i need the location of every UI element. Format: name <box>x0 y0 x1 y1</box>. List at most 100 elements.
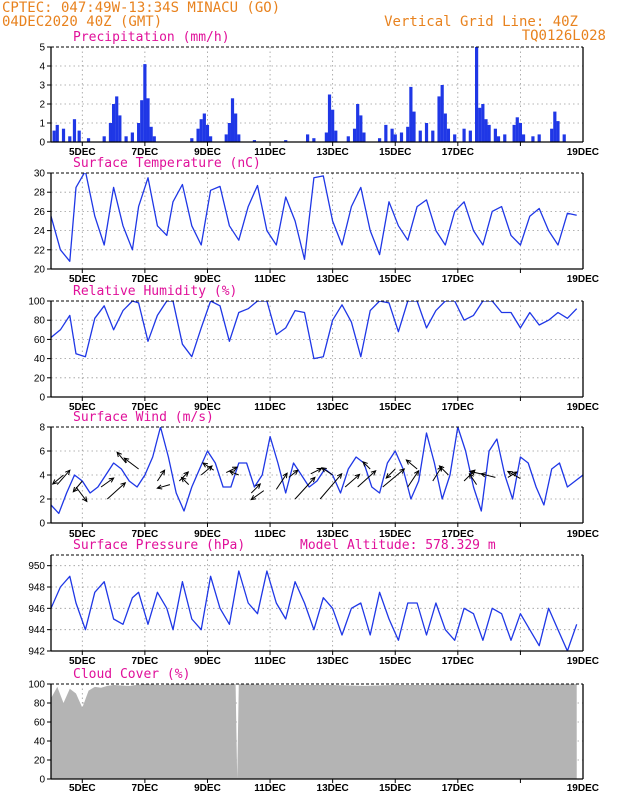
precip-bar <box>118 115 122 142</box>
wind-arrow <box>52 474 64 485</box>
pressure-title: Surface Pressure (hPa) <box>73 538 245 553</box>
precip-bar <box>468 130 472 142</box>
precip-bar <box>306 134 310 142</box>
wind-arrow <box>321 467 333 476</box>
wind-xtick-label: 13DEC <box>317 529 349 540</box>
wind-arrow-head <box>120 482 127 488</box>
cloud-xtick-label: 7DEC <box>132 783 159 794</box>
precip-bar <box>312 138 316 142</box>
wind-arrow-head <box>123 457 130 463</box>
wind-series-line <box>51 427 583 515</box>
precip-bar <box>462 128 466 142</box>
precip-bar <box>72 119 77 142</box>
precip-bar <box>86 138 91 142</box>
precip-bar <box>68 136 72 142</box>
pressure-plot <box>51 570 578 651</box>
cloud-xtick-label: 9DEC <box>194 783 221 794</box>
wind-arrow-head <box>228 470 235 476</box>
wind-arrow-head <box>370 470 377 476</box>
wind-arrow <box>72 480 83 493</box>
precip-bar <box>481 104 485 142</box>
wind-xtick-label: 7DEC <box>132 529 159 540</box>
precip-ytick-label: 0 <box>39 138 45 149</box>
precip-bar <box>424 123 429 142</box>
temperature-xtick-label: 7DEC <box>132 274 159 285</box>
precip-bar <box>346 136 350 142</box>
wind-arrow-head <box>320 467 327 473</box>
precip-bar <box>149 126 153 142</box>
temperature-series-line <box>51 173 577 262</box>
precip-bar <box>77 130 81 142</box>
cloud-cover-area <box>51 684 577 779</box>
cloud-plot <box>51 684 577 779</box>
wind-arrow <box>385 468 396 479</box>
precip-ytick-label: 4 <box>39 62 45 73</box>
wind-arrow <box>362 461 371 470</box>
precip-bar <box>137 123 141 142</box>
temperature-ytick-label: 28 <box>34 188 46 199</box>
model-altitude-label: Model Altitude: 578.329 m <box>300 538 496 553</box>
wind-arrow-head <box>82 496 88 503</box>
humidity-panel: Relative Humidity (%) 0 20 40 60 80 100 5DEC 7DE… <box>28 284 599 413</box>
wind-ytick-label: 4 <box>39 471 45 482</box>
cloud-xtick-label: 13DEC <box>317 783 349 794</box>
wind-ytick-label: 6 <box>39 447 45 458</box>
wind-arrow <box>468 473 478 485</box>
precip-bar <box>230 98 235 142</box>
wind-arrow <box>319 473 343 500</box>
precip-bar <box>496 136 501 142</box>
precip-bar <box>130 132 134 142</box>
precip-bar <box>437 96 441 142</box>
precip-bar <box>52 130 56 142</box>
precip-bar <box>484 119 488 142</box>
wind-title: Surface Wind (m/s) <box>73 410 214 425</box>
wind-arrow <box>226 466 238 474</box>
cloud-xtick-label: 11DEC <box>254 783 286 794</box>
temperature-xtick-label: 5DEC <box>69 274 96 285</box>
precip-bar <box>443 113 447 142</box>
wind-arrow-head <box>180 476 187 483</box>
precip-xtick-label: 11DEC <box>254 147 286 158</box>
precip-bar <box>196 128 200 142</box>
wind-arrow-head <box>362 460 368 467</box>
wind-plot <box>51 427 583 515</box>
precip-bar <box>327 94 332 142</box>
precip-bar <box>512 124 516 142</box>
humidity-ytick-label: 80 <box>34 316 46 327</box>
precip-bar <box>102 136 106 142</box>
precip-bar <box>556 121 560 142</box>
cloud-xtick-label: 19DEC <box>567 783 599 794</box>
wind-arrow <box>294 477 316 500</box>
temperature-xtick-label: 11DEC <box>254 274 286 285</box>
wind-arrow <box>178 471 189 482</box>
precip-bar <box>453 134 457 142</box>
humidity-xtick-label: 13DEC <box>317 402 349 413</box>
precip-bar <box>537 134 541 142</box>
precip-bar <box>478 107 482 142</box>
wind-arrow-head <box>255 483 262 489</box>
wind-arrow-head <box>316 467 323 473</box>
precip-bar <box>61 128 66 142</box>
precip-bar <box>108 123 113 142</box>
wind-arrow-head <box>116 451 122 458</box>
cloud-ytick-label: 100 <box>28 680 45 691</box>
precip-xtick-label: 9DEC <box>194 147 221 158</box>
precip-bar <box>440 85 444 142</box>
wind-arrow <box>250 483 261 494</box>
cloud-xtick-label: 17DEC <box>442 783 474 794</box>
precip-bar <box>550 128 554 142</box>
humidity-ytick-label: 0 <box>39 393 45 404</box>
precip-ytick-label: 2 <box>39 100 45 111</box>
temperature-ytick-label: 20 <box>34 265 46 276</box>
wind-arrow <box>406 459 418 470</box>
humidity-ytick-label: 100 <box>28 297 45 308</box>
wind-arrow <box>480 473 496 478</box>
precip-bar <box>331 109 335 142</box>
precip-xtick-label: 19DEC <box>567 147 599 158</box>
wind-arrow-head <box>413 469 420 476</box>
temperature-xtick-label: 15DEC <box>379 274 411 285</box>
precip-bar <box>356 104 360 142</box>
precip-bar <box>362 132 366 142</box>
cloud-xtick-label: 5DEC <box>69 783 96 794</box>
precip-title: Precipitation (mm/h) <box>73 30 230 45</box>
